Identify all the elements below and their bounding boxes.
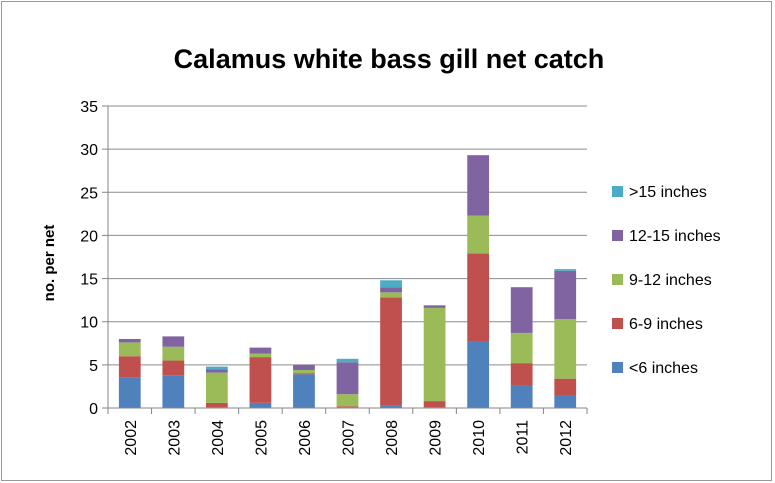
legend-label: <6 inches: [629, 360, 698, 377]
x-tick-label: 2007: [341, 420, 358, 456]
y-tick-label: 35: [80, 99, 98, 116]
y-axis-label: no. per net: [41, 225, 58, 302]
x-tick-label: 2005: [253, 420, 270, 456]
bar-segment: [423, 401, 446, 408]
bar-segment: [510, 332, 533, 364]
bar-segment: [162, 375, 185, 408]
bar-segment: [249, 347, 272, 354]
bar-segment: [162, 360, 185, 376]
bar-segment: [293, 373, 315, 375]
legend-swatch: [612, 318, 623, 329]
axes: [102, 105, 588, 414]
x-tick-label: 2008: [384, 420, 401, 456]
x-tick-label: 2010: [471, 420, 488, 456]
legend-swatch: [612, 230, 623, 241]
bar-segment: [249, 402, 272, 408]
legend-swatch: [612, 362, 623, 373]
bar-segment: [554, 270, 577, 320]
bar-segment: [380, 297, 402, 406]
bar-segment: [510, 385, 533, 408]
bar-segment: [554, 395, 577, 408]
bar-segment: [380, 292, 402, 298]
bar-segment: [162, 336, 185, 347]
bar-segment: [118, 377, 141, 408]
y-tick-label: 15: [80, 272, 98, 289]
x-tick-label: 2002: [123, 420, 140, 456]
x-tick-labels: 2002 2003 2004 2005 2006 2007 2008 2009 2010 2011…: [123, 420, 575, 456]
y-tick-label: 10: [80, 315, 98, 332]
x-tick-label: 2011: [515, 420, 532, 455]
legend: >15 inches 12-15 inches 9-12 inches 6-9 inc…: [612, 184, 721, 377]
y-tick-label: 25: [80, 185, 98, 202]
x-tick-label: 2009: [428, 420, 445, 456]
x-tick-label: 2004: [210, 420, 227, 456]
bar-segment: [293, 364, 315, 371]
bar-segment: [423, 307, 446, 402]
legend-label: >15 inches: [629, 184, 707, 201]
bar-segment: [205, 372, 228, 403]
bar-segment: [467, 215, 490, 254]
bar-segment: [118, 342, 141, 357]
bar-segment: [336, 358, 359, 363]
bar-segment: [205, 402, 228, 408]
bar-segment: [205, 366, 228, 370]
bar-segment: [467, 341, 490, 408]
gridlines: [108, 105, 587, 366]
bar-segment: [249, 353, 272, 358]
y-tick-labels: 0 5 10 15 20 25 30 35: [80, 99, 98, 418]
legend-label: 9-12 inches: [629, 272, 712, 289]
legend-label: 12-15 inches: [629, 228, 721, 245]
y-tick-label: 5: [89, 358, 98, 375]
bar-segment: [510, 287, 533, 333]
y-tick-label: 0: [89, 401, 98, 418]
bar-segment: [118, 356, 141, 378]
bar-segment: [249, 357, 272, 403]
chart-title: Calamus white bass gill net catch: [174, 44, 605, 74]
bar-segment: [336, 406, 359, 408]
bar-segment: [467, 253, 490, 342]
y-tick-label: 20: [80, 228, 98, 245]
bars: [118, 155, 577, 408]
legend-swatch: [612, 274, 623, 285]
legend-swatch: [612, 186, 623, 197]
bar-segment: [554, 378, 577, 396]
bar-segment: [118, 338, 141, 343]
bar-segment: [205, 369, 228, 373]
x-tick-label: 2003: [166, 420, 183, 456]
bar-segment: [336, 394, 359, 407]
bar-segment: [554, 319, 577, 379]
bar-segment: [293, 374, 315, 408]
x-tick-label: 2006: [297, 420, 314, 456]
bar-segment: [467, 155, 490, 216]
legend-label: 6-9 inches: [629, 316, 703, 333]
bar-segment: [423, 305, 446, 308]
bar-segment: [380, 280, 402, 288]
bar-segment: [162, 346, 185, 361]
bar-segment: [380, 405, 402, 408]
bar-segment: [510, 363, 533, 386]
bar-segment: [293, 370, 315, 374]
x-tick-label: 2012: [558, 420, 575, 456]
y-tick-label: 30: [80, 142, 98, 159]
bar-segment: [336, 362, 359, 395]
bar-segment: [380, 287, 402, 293]
bar-segment: [554, 269, 577, 271]
